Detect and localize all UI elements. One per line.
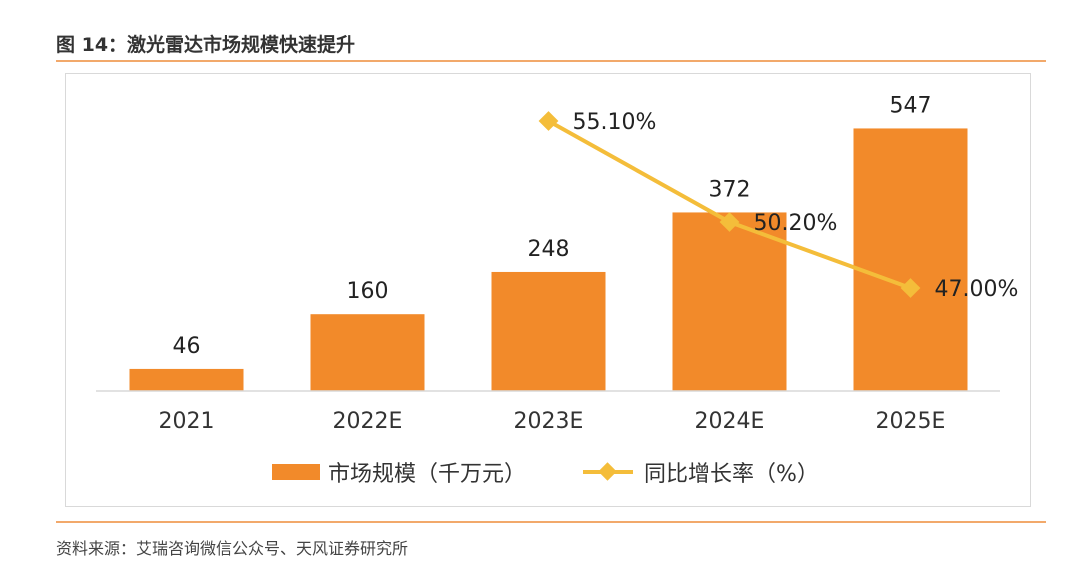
legend-line-marker xyxy=(598,462,617,481)
growth-point-2023E xyxy=(538,111,559,131)
growth-point-2025E xyxy=(900,278,921,298)
legend-bar-swatch xyxy=(272,464,320,480)
bar-2024E xyxy=(672,212,787,391)
top-rule xyxy=(56,60,1046,62)
growth-value-label: 55.10% xyxy=(573,110,657,135)
bar-value-label: 547 xyxy=(890,93,932,118)
figure-title: 图 14：激光雷达市场规模快速提升 xyxy=(56,34,356,56)
bar-value-label: 372 xyxy=(709,177,751,202)
bar-2021 xyxy=(129,368,244,391)
bar-value-label: 160 xyxy=(347,279,389,304)
x-tick-label: 2023E xyxy=(514,409,584,434)
growth-value-label: 47.00% xyxy=(935,277,1019,302)
x-tick-label: 2024E xyxy=(695,409,765,434)
legend-line-label: 同比增长率（%） xyxy=(644,462,819,487)
growth-labels-layer: 55.10% 50.20% 47.00% xyxy=(573,110,1019,302)
legend-bar-label: 市场规模（千万元） xyxy=(328,462,526,487)
bar-value-label: 248 xyxy=(528,237,570,262)
chart-frame xyxy=(65,73,1031,507)
x-tick-label: 2021 xyxy=(159,409,215,434)
source-note: 资料来源：艾瑞咨询微信公众号、天风证券研究所 xyxy=(56,539,409,558)
bar-2023E xyxy=(491,271,606,391)
bars-layer xyxy=(129,128,968,391)
bar-2022E xyxy=(310,314,425,391)
legend: 市场规模（千万元） 同比增长率（%） xyxy=(272,462,819,487)
bar-value-label: 46 xyxy=(173,334,201,359)
bar-2025E xyxy=(853,128,968,391)
x-tick-label: 2025E xyxy=(876,409,946,434)
bar-labels-layer: 46 160 248 372 547 xyxy=(173,93,932,358)
x-tick-label: 2022E xyxy=(333,409,403,434)
bottom-rule xyxy=(56,521,1046,523)
growth-value-label: 50.20% xyxy=(754,211,838,236)
x-tick-labels-layer: 2021 2022E 2023E 2024E 2025E xyxy=(159,409,946,434)
